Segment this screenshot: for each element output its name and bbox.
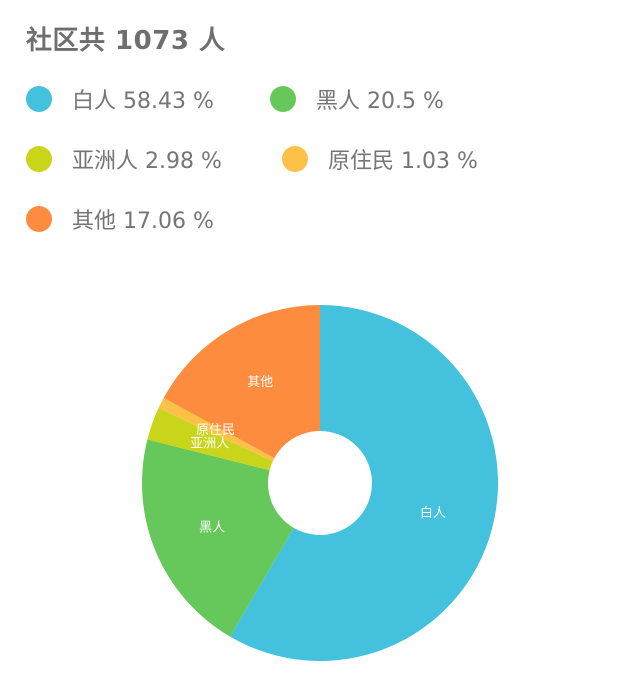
pie-slice-3[interactable]: [158, 397, 275, 462]
pie-slice-0[interactable]: [230, 305, 498, 661]
legend-label: 原住民 1.03 %: [328, 149, 478, 174]
slice-label-3: 原住民: [196, 423, 235, 438]
slice-label-4: 其他: [247, 375, 273, 390]
pie-slice-1[interactable]: [142, 439, 294, 637]
legend-marker: [26, 206, 52, 232]
slice-label-2: 亚洲人: [190, 436, 229, 451]
legend-item-asian[interactable]: 亚洲人 2.98 %: [26, 143, 222, 175]
legend-marker: [26, 86, 52, 112]
legend-label: 其他 17.06 %: [72, 209, 214, 234]
legend-item-white[interactable]: 白人 58.43 %: [26, 83, 214, 115]
chart-title: 社区共 1073 人: [26, 26, 226, 56]
legend-label: 白人 58.43 %: [72, 89, 214, 114]
legend-marker: [270, 86, 296, 112]
legend-item-native[interactable]: 原住民 1.03 %: [282, 143, 478, 175]
legend-label: 亚洲人 2.98 %: [72, 149, 222, 174]
pie-slice-4[interactable]: [163, 305, 320, 459]
legend-label: 黑人 20.5 %: [316, 89, 444, 114]
legend-item-other[interactable]: 其他 17.06 %: [26, 203, 214, 235]
slice-label-0: 白人: [420, 505, 446, 521]
pie-slice-2[interactable]: [147, 408, 273, 471]
legend-item-black[interactable]: 黑人 20.5 %: [270, 83, 444, 115]
slice-label-1: 黑人: [199, 521, 225, 536]
legend-marker: [26, 146, 52, 172]
legend-marker: [282, 146, 308, 172]
